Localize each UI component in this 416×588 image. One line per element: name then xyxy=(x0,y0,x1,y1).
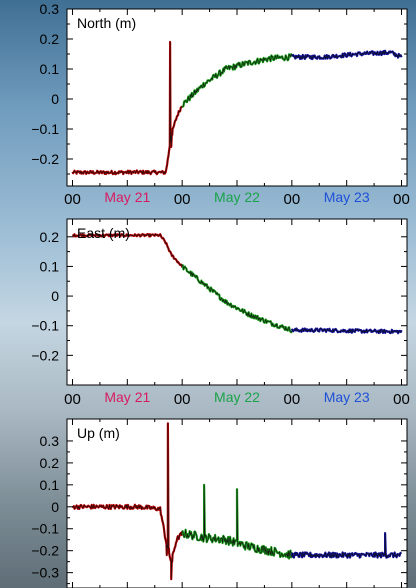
series-trace-3 xyxy=(291,50,402,60)
y-tick-label: 0 xyxy=(51,91,59,107)
y-tick-label: −0.3 xyxy=(31,565,59,581)
y-tick-label: −0.1 xyxy=(31,521,59,537)
series-trace-1 xyxy=(72,41,183,175)
x-tick-label-hour: 00 xyxy=(393,191,410,208)
y-tick-label: 0.1 xyxy=(40,477,60,493)
y-tick-label: −0.1 xyxy=(31,318,59,334)
series-trace-3 xyxy=(291,532,402,558)
series-trace-2 xyxy=(182,265,293,333)
y-tick-label: 0.1 xyxy=(40,258,60,274)
panel-1: 0.3 0.2 0.1 0 −0.1 −0.2 North (m) 00 00 00 00 May 2… xyxy=(31,1,410,208)
x-tick-label-hour: 00 xyxy=(283,191,300,208)
series-trace-2 xyxy=(181,53,293,108)
y-tick-label: 0.3 xyxy=(40,433,60,449)
y-tick-label: 0.1 xyxy=(40,61,60,77)
x-tick-label-day: May 23 xyxy=(324,189,370,205)
x-tick-label-hour: 00 xyxy=(174,191,191,208)
x-tick-label-hour: 00 xyxy=(64,191,81,208)
series-trace-1 xyxy=(72,233,183,268)
x-tick-label-hour: 00 xyxy=(174,391,191,408)
y-tick-label: −0.1 xyxy=(31,121,59,137)
y-tick-label: −0.2 xyxy=(31,151,59,167)
x-tick-label-hour: 00 xyxy=(64,391,81,408)
panel-label: North (m) xyxy=(77,15,136,31)
x-tick-label-day: May 21 xyxy=(104,189,150,205)
y-tick-label: 0.3 xyxy=(40,1,60,17)
y-tick-label: 0.2 xyxy=(40,455,60,471)
x-tick-label-hour: 00 xyxy=(283,391,300,408)
x-tick-label-day: May 22 xyxy=(214,189,260,205)
x-tick-label-day: May 22 xyxy=(214,389,260,405)
panel-label: Up (m) xyxy=(77,425,120,441)
y-tick-label: 0.2 xyxy=(40,229,60,245)
y-tick-label: −0.2 xyxy=(31,347,59,363)
panel-2: 0.2 0.1 0 −0.1 −0.2 East (m) 00 00 00 00 May 21 May… xyxy=(31,218,410,408)
series-trace-2 xyxy=(181,484,293,559)
y-tick-label: 0 xyxy=(51,499,59,515)
panel-label: East (m) xyxy=(77,225,130,241)
panel-3: 0.3 0.2 0.1 0 −0.1 −0.2 −0.3 Up (m) xyxy=(31,418,408,588)
x-tick-label-hour: 00 xyxy=(393,391,410,408)
x-tick-label-day: May 21 xyxy=(104,389,150,405)
y-tick-label: 0 xyxy=(51,288,59,304)
y-tick-label: −0.2 xyxy=(31,543,59,559)
x-tick-label-day: May 23 xyxy=(324,389,370,405)
plot-area xyxy=(67,9,407,186)
series-trace-3 xyxy=(291,328,402,334)
series-trace-1 xyxy=(72,423,183,580)
plot-area xyxy=(67,219,407,385)
y-tick-label: 0.2 xyxy=(40,31,60,47)
